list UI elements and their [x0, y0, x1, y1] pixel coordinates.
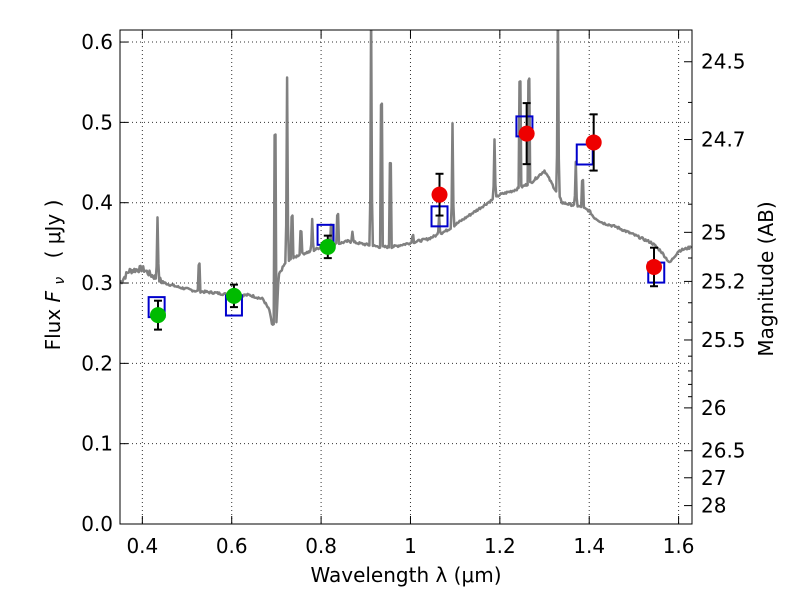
y-tick-label: 0.2 — [81, 351, 113, 375]
y-axis-label: Flux F ν ( μJy ) — [41, 200, 69, 351]
y-tick-labels: 0.0 0.1 0.2 0.3 0.4 0.5 0.6 — [81, 30, 113, 536]
y-label-unit: ( μJy ) — [41, 200, 65, 259]
magnitude-tick-label: 25.5 — [701, 328, 746, 352]
plot-frame — [119, 29, 693, 525]
magnitude-tick-label: 25 — [701, 220, 726, 244]
x-tick-label: 1.2 — [484, 534, 516, 558]
x-tick-label: 0.4 — [126, 534, 158, 558]
x-tick-label: 0.8 — [305, 534, 337, 558]
ticks — [120, 30, 692, 525]
green-data-point — [225, 287, 242, 304]
magnitude-tick-label: 26 — [701, 396, 726, 420]
points-layer — [147, 102, 666, 331]
y-label-prefix: Flux — [41, 302, 65, 350]
red-data-point — [646, 258, 663, 275]
x-tick-label: 1 — [404, 534, 417, 558]
spectrum-line — [120, 30, 692, 326]
y-tick-label: 0.3 — [81, 271, 113, 295]
magnitude-tick-label: 27 — [701, 466, 726, 490]
y-tick-label: 0.4 — [81, 191, 113, 215]
x-tick-label: 0.6 — [216, 534, 248, 558]
magnitude-tick-label: 24.7 — [701, 128, 746, 152]
grid — [120, 30, 692, 525]
x-axis-label: Wavelength λ (μm) — [310, 563, 501, 587]
green-data-point — [149, 307, 166, 324]
y-tick-label: 0.0 — [81, 512, 113, 536]
y-tick-label: 0.1 — [81, 432, 113, 456]
red-data-point — [585, 134, 602, 151]
magnitude-tick-label: 26.5 — [701, 439, 746, 463]
magnitude-tick-label: 28 — [701, 494, 726, 518]
y-label-symbol: F — [41, 290, 65, 302]
magnitude-axis-label: Magnitude (AB) — [754, 201, 778, 356]
green-data-point — [319, 238, 336, 255]
y-label-subscript: ν — [52, 277, 68, 285]
spectrum-layer — [120, 30, 692, 326]
y-tick-label: 0.6 — [81, 30, 113, 54]
red-data-point — [518, 125, 535, 142]
x-tick-label: 1.6 — [663, 534, 695, 558]
magnitude-tick-label: 24.5 — [701, 50, 746, 74]
x-tick-label: 1.4 — [573, 534, 605, 558]
red-data-point — [431, 186, 448, 203]
magnitude-tick-labels: 24.5 24.7 25 25.2 25.5 26 26.5 27 28 — [701, 50, 746, 518]
magnitude-tick-label: 25.2 — [701, 269, 746, 293]
y-tick-label: 0.5 — [81, 110, 113, 134]
x-tick-labels: 0.4 0.6 0.8 1 1.2 1.4 1.6 — [126, 534, 694, 558]
